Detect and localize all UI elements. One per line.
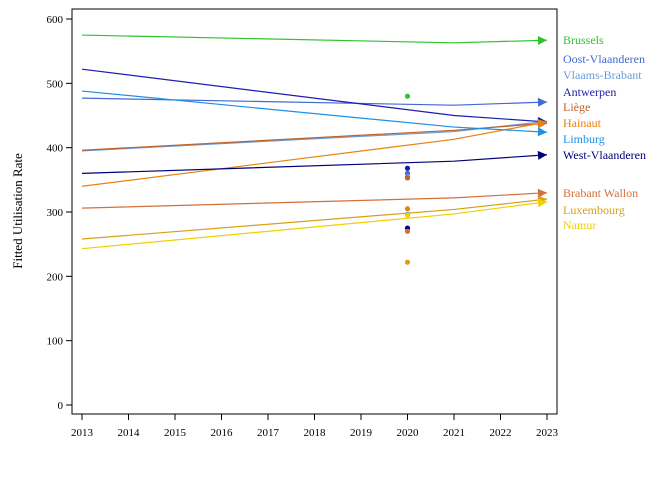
x-tick-label: 2016 <box>211 427 234 439</box>
x-tick-label: 2020 <box>397 427 420 439</box>
series-line <box>81 122 548 151</box>
y-tick-label: 500 <box>47 78 64 90</box>
series-label: Luxembourg <box>563 203 625 217</box>
plot-area <box>71 8 558 415</box>
y-tick-label: 300 <box>47 207 64 219</box>
series-point <box>404 93 411 99</box>
series-line <box>81 192 548 209</box>
y-axis: 0 100 200 300 400 500 600 <box>47 14 72 412</box>
series-arrowhead <box>537 97 547 107</box>
series-labels: Brussels Oost-Vlaanderen Vlaams-Brabant Ant… <box>563 33 646 232</box>
series-label: West-Vlaanderen <box>563 148 646 162</box>
series-arrowhead <box>537 127 547 137</box>
series-arrowhead <box>537 198 547 208</box>
series-points <box>404 93 411 265</box>
x-tick-label: 2019 <box>350 427 373 439</box>
series-label: Vlaams-Brabant <box>563 68 642 82</box>
y-tick-label: 100 <box>47 336 64 348</box>
x-tick-label: 2013 <box>71 427 94 439</box>
series-arrowhead <box>537 119 547 129</box>
series-point <box>404 259 411 265</box>
series-label: Liège <box>563 100 590 114</box>
y-tick-label: 200 <box>47 271 64 283</box>
series-point <box>404 212 411 218</box>
series-line <box>81 68 548 123</box>
y-axis-title: Fitted Utilisation Rate <box>10 153 25 269</box>
y-tick-label: 400 <box>47 143 64 155</box>
series-line <box>81 201 548 250</box>
series-label: Limburg <box>563 132 605 146</box>
series-label: Brabant Wallon <box>563 186 638 200</box>
x-tick-label: 2015 <box>164 427 187 439</box>
series-label: Brussels <box>563 33 604 47</box>
y-tick-label: 0 <box>58 400 64 412</box>
series-arrowhead <box>537 188 547 198</box>
series-line <box>81 198 548 240</box>
series-line <box>81 121 548 187</box>
series-line <box>81 120 548 152</box>
series-label: Namur <box>563 218 596 232</box>
series-arrowhead <box>537 150 547 160</box>
series-line <box>81 90 548 133</box>
series-line <box>81 34 548 44</box>
series-point <box>404 165 411 171</box>
x-axis: 2013 2014 2015 2016 2017 2018 2019 2020 2021 2022… <box>71 414 559 439</box>
series-point <box>404 175 411 181</box>
series-point <box>404 228 411 234</box>
series-line <box>81 97 548 106</box>
y-tick-label: 600 <box>47 14 64 26</box>
series-point <box>404 206 411 212</box>
x-tick-label: 2023 <box>536 427 559 439</box>
series-label: Hainaut <box>563 116 602 130</box>
x-tick-label: 2017 <box>257 427 280 439</box>
x-tick-label: 2018 <box>304 427 327 439</box>
x-tick-label: 2021 <box>443 427 465 439</box>
x-tick-label: 2014 <box>118 427 141 439</box>
x-tick-label: 2022 <box>490 427 512 439</box>
series-line <box>81 154 548 174</box>
series-lines <box>81 34 548 250</box>
series-label: Oost-Vlaanderen <box>563 52 645 66</box>
series-arrowhead <box>537 35 547 45</box>
series-label: Antwerpen <box>563 85 616 99</box>
